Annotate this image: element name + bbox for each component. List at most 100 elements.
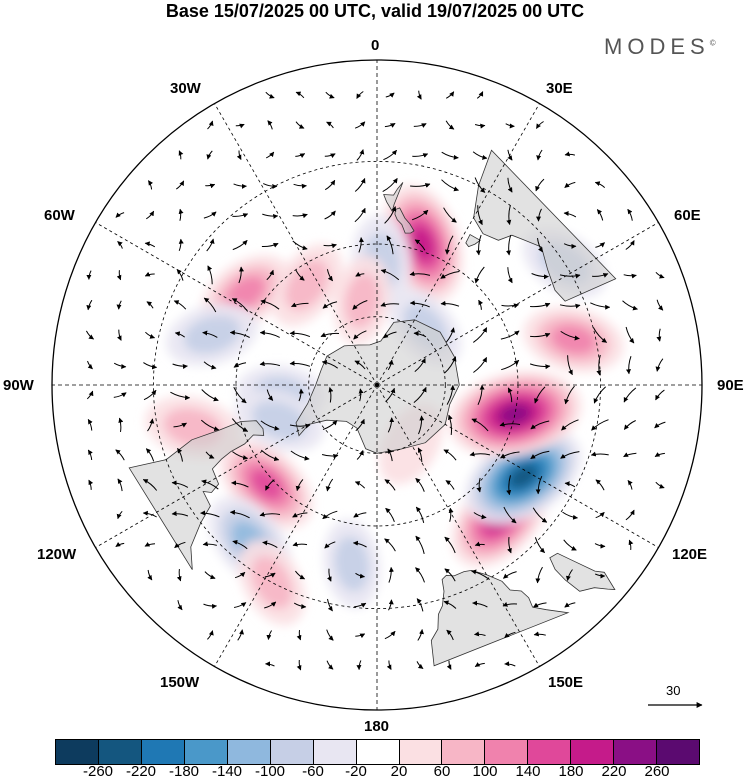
wind-vector (144, 241, 156, 248)
wind-vector (385, 507, 395, 522)
wind-vector (474, 631, 486, 637)
wind-vector (474, 662, 485, 668)
wind-vector (143, 362, 158, 370)
wind-vector (231, 298, 249, 312)
colorbar-swatch (657, 740, 700, 764)
vector-scale-arrow (648, 702, 703, 708)
wind-vector (594, 543, 606, 549)
wind-vector (88, 479, 94, 490)
wind-vector (117, 241, 123, 249)
wind-vector (507, 177, 513, 193)
wind-vector (354, 360, 366, 370)
wind-vector (413, 386, 427, 403)
wind-vector (592, 327, 608, 343)
wind-vector (171, 511, 189, 517)
wind-vector (295, 269, 305, 281)
colorbar-swatch (571, 740, 615, 764)
wind-vector (261, 243, 279, 248)
wind-vector (204, 571, 216, 580)
wind-vector (328, 387, 334, 403)
wind-vector (117, 478, 123, 492)
wind-vector (171, 480, 189, 488)
wind-vector (445, 480, 455, 490)
wind-vector (472, 600, 488, 608)
wind-vector (414, 239, 426, 251)
wind-vector (474, 266, 485, 284)
wind-vector (85, 330, 95, 340)
wind-vector (292, 541, 308, 547)
wind-vector (321, 360, 338, 369)
wind-vector (654, 421, 666, 429)
wind-vector (118, 417, 124, 432)
brand-mark: © (709, 38, 716, 48)
wind-vector (355, 633, 366, 639)
wind-vector (441, 151, 459, 160)
wind-vector (503, 571, 517, 579)
wind-vector (416, 598, 424, 612)
wind-vector (232, 240, 248, 251)
wind-vector (290, 450, 310, 461)
wind-vector (264, 601, 277, 609)
lon-label-120w: 120W (37, 546, 77, 563)
wind-vector (625, 326, 635, 344)
wind-vector (507, 387, 513, 403)
wind-vector (385, 92, 395, 98)
wind-vector (145, 448, 155, 462)
graticule (52, 60, 702, 710)
wind-vector (627, 208, 633, 221)
wind-vector (259, 330, 280, 338)
wind-vector (625, 356, 632, 375)
pole-marker (375, 383, 379, 387)
wind-vector (594, 573, 606, 579)
anomaly-contour (285, 259, 329, 311)
wind-vector (473, 512, 487, 520)
wind-vector (535, 178, 545, 192)
wind-vector (356, 450, 364, 460)
wind-vector (200, 510, 220, 518)
wind-vector (561, 419, 579, 431)
wind-vector (202, 330, 218, 338)
wind-vector (326, 629, 334, 641)
wind-vector (623, 452, 637, 458)
wind-vector (445, 120, 455, 130)
wind-vector (501, 303, 519, 309)
wind-vector (147, 180, 153, 190)
colorbar-tick-label: 140 (515, 763, 541, 780)
colorbar-swatch (399, 740, 443, 764)
wind-vector (238, 266, 245, 284)
wind-vector (505, 123, 515, 129)
wind-vector (386, 660, 392, 670)
wind-vector (355, 418, 365, 432)
wind-vector (294, 570, 306, 580)
wind-vector (506, 234, 512, 256)
land-madagascar (549, 552, 616, 592)
wind-vector (236, 150, 242, 160)
wind-vector (590, 302, 611, 310)
wind-vector (322, 420, 338, 430)
land-africa (430, 569, 570, 667)
wind-vector (293, 183, 307, 189)
wind-vector (656, 328, 662, 342)
colorbar-tick-label: -140 (211, 763, 243, 780)
wind-vector (529, 363, 551, 370)
wind-vectors (85, 90, 666, 671)
wind-vector (563, 210, 577, 218)
wind-vector (115, 449, 125, 461)
wind-vector (327, 598, 333, 612)
wind-vector (116, 270, 122, 281)
wind-vector (203, 361, 217, 370)
wind-vector (383, 149, 397, 161)
wind-vector (293, 602, 307, 610)
anomaly-contour (344, 273, 380, 328)
wind-vector (382, 177, 398, 193)
wind-vector (325, 478, 334, 492)
wind-vector (144, 271, 155, 277)
wind-vector (260, 299, 280, 310)
wind-vector (354, 178, 366, 192)
wind-vector (563, 243, 577, 249)
wind-vector (656, 299, 664, 311)
colorbar-ticks: -260 -220 -180 -140 -100 -60 -20 20 60 100 140 180 2… (0, 763, 750, 783)
wind-vector (530, 332, 551, 338)
wind-vector (564, 151, 576, 157)
wind-vector (207, 265, 213, 285)
